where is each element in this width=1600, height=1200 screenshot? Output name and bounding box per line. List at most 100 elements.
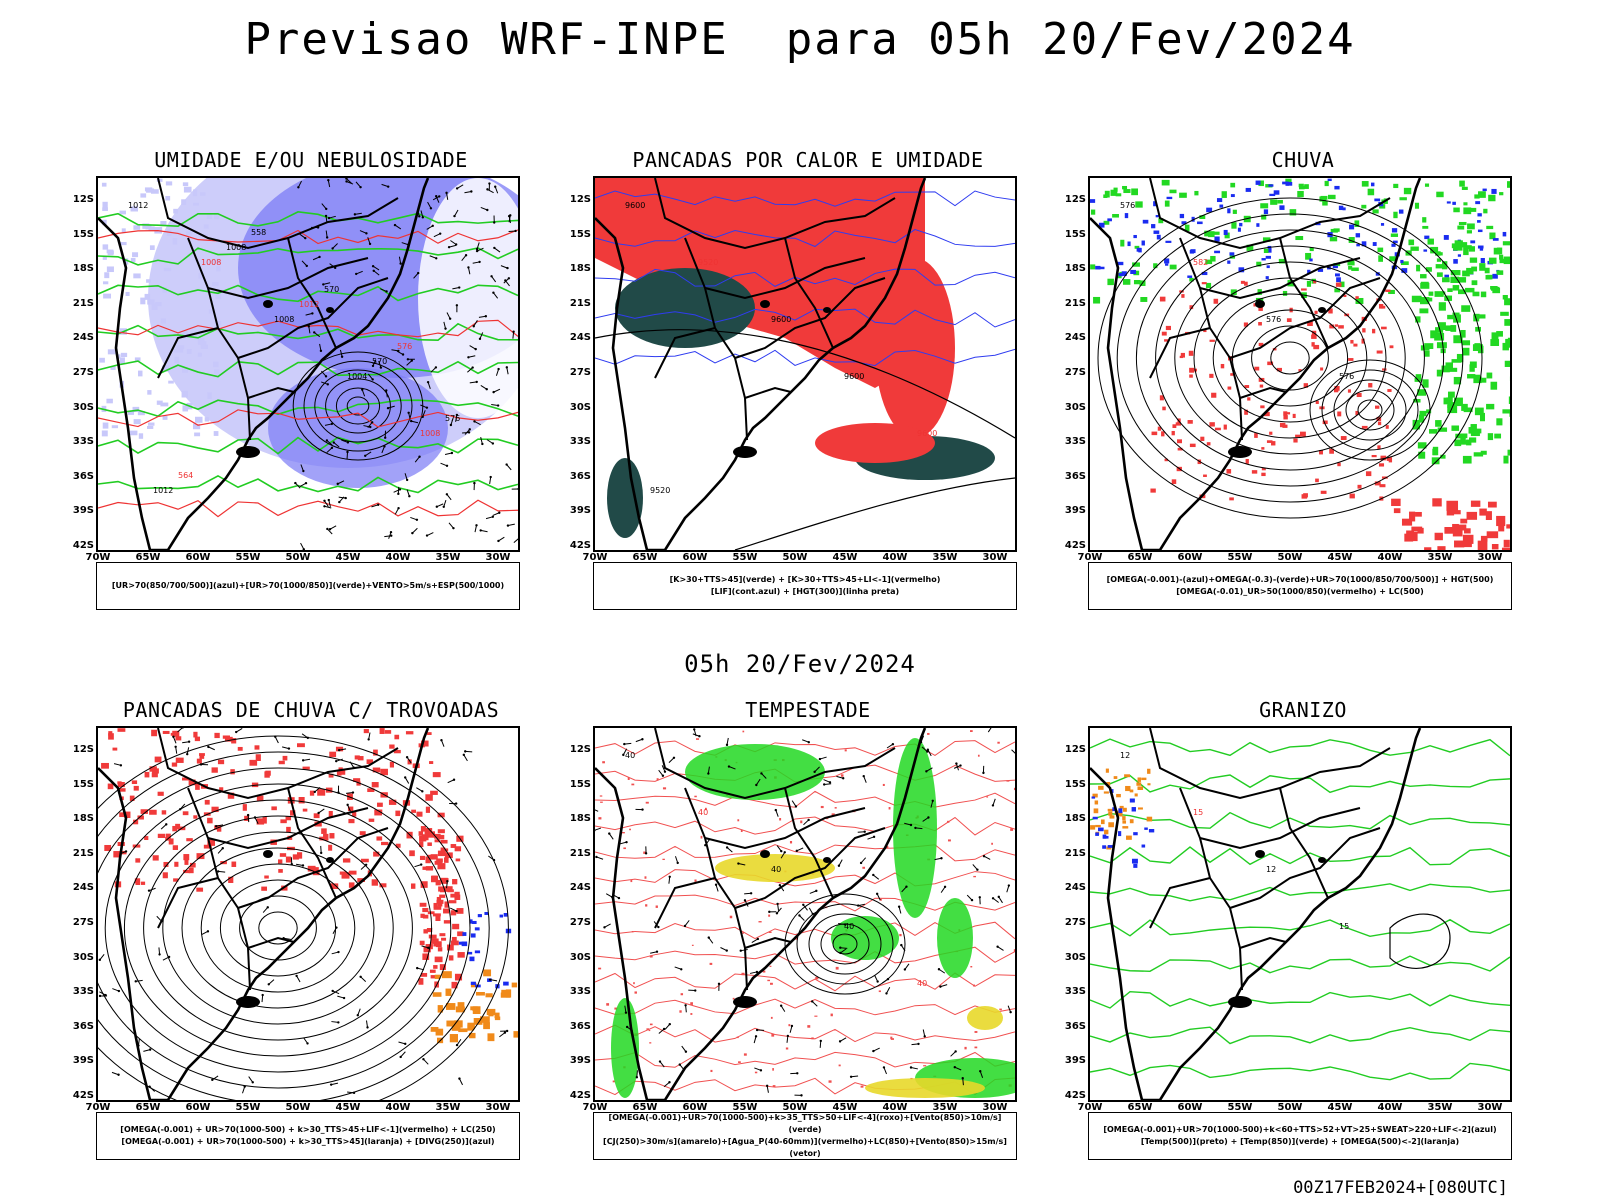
panel-chuva: CHUVA 576 582 576 576 [OMEGA(-0.001)-(azul)… [1065,148,1518,628]
contour-label: 576 [1339,372,1354,381]
map-umidade: 1012 1008 1008 1004 1008 1012 1008 1012 570 576 56… [96,176,520,552]
lon-label: 35W [1427,552,1453,563]
lat-label: 36S [1064,470,1086,482]
contour-label: 582 [1193,258,1208,267]
lon-label: 40W [385,552,411,563]
lon-label: 45W [335,1102,361,1113]
lat-label: 21S [1064,297,1086,309]
lat-label: 12S [1064,194,1086,205]
lon-label: 55W [732,552,758,563]
map-chuva: 576 582 576 576 [1088,176,1512,552]
page-title: Previsao WRF-INPE para 05h 20/Fev/2024 [244,14,1356,65]
lon-label: 60W [682,552,708,563]
map-pancadas-calor: 9600 9520 9600 9600 9600 9520 [593,176,1017,552]
legend-line: [OMEGA(-0.001)-(azul)+OMEGA(-0.3)-(verde… [1106,575,1494,584]
lat-label: 30S [72,951,94,963]
lon-label: 70W [1077,552,1103,563]
lat-label: 42S [569,1090,591,1101]
panel-tempestade: TEMPESTADE 40 40 40 40 40 [OMEGA(-0.001)+UR>… [570,698,1023,1178]
lat-label: 30S [569,951,591,963]
lat-label: 33S [72,986,94,998]
lon-label: 30W [982,1102,1008,1113]
lat-label: 39S [72,1055,94,1067]
contour-label: 1012 [153,486,173,495]
lat-label: 21S [569,847,591,859]
lon-label: 65W [135,1102,161,1113]
legend-line: [Temp(500)](preto) + [Temp(850)](verde) … [1140,1137,1460,1146]
lat-label: 42S [72,1090,94,1101]
lon-label: 50W [285,552,311,563]
lon-label: 50W [1277,552,1303,563]
lon-label: 70W [85,552,111,563]
lat-label: 33S [1064,436,1086,448]
legend-line: [OMEGA(-0.001) + UR>70(1000-500) + k>30_… [120,1125,496,1134]
lon-label: 30W [1477,552,1503,563]
lon-label: 55W [1227,552,1253,563]
lat-label: 39S [72,505,94,517]
forecast-date-label: 05h 20/Fev/2024 [684,650,916,678]
contour-label: 9600 [844,372,864,381]
contour-label: 1008 [201,258,221,267]
lon-label: 70W [1077,1102,1103,1113]
lon-label: 60W [1177,552,1203,563]
lat-label: 42S [72,540,94,551]
lon-label: 40W [1377,552,1403,563]
legend-line: [OMEGA(-0.001)+UR>70(1000-500)+k>35_TTS>… [608,1113,1002,1134]
lon-label: 40W [882,1102,908,1113]
panel-umidade: UMIDADE E/OU NEBULOSIDADE 1012 1008 1008 10… [73,148,526,628]
lon-label: 55W [732,1102,758,1113]
contour-label: 9520 [698,258,718,267]
contour-label: 12 [1120,751,1130,760]
contour-label: 40 [771,865,781,874]
lat-label: 21S [72,297,94,309]
lon-label: 45W [832,1102,858,1113]
lat-label: 18S [1064,813,1086,825]
contour-label: 576 [445,414,460,423]
panel-title: TEMPESTADE [745,698,871,722]
lat-label: 33S [72,436,94,448]
lon-label: 35W [932,552,958,563]
lat-label: 27S [569,367,591,378]
lat-label: 15S [72,228,94,240]
panel-title: GRANIZO [1259,698,1347,722]
contour-label: 40 [844,922,854,931]
legend-line: [K>30+TTS>45](verde) + [K>30+TTS>45+LI<-… [669,575,941,584]
lat-label: 39S [569,1055,591,1067]
contour-label: 570 [324,285,339,294]
legend-granizo: [OMEGA(-0.001)+UR>70(1000-500)+k<60+TTS>… [1088,1112,1512,1160]
lon-label: 45W [1327,552,1353,563]
lat-label: 27S [1064,367,1086,378]
lat-label: 18S [569,813,591,825]
panel-title: UMIDADE E/OU NEBULOSIDADE [154,148,468,172]
lon-label: 35W [435,1102,461,1113]
contour-label: 576 [397,342,412,351]
contour-label: 40 [917,979,927,988]
lon-label: 70W [582,1102,608,1113]
panel-title: PANCADAS POR CALOR E UMIDADE [632,148,984,172]
lon-label: 50W [782,552,808,563]
map-tempestade: 40 40 40 40 40 [593,726,1017,1102]
contour-label: 9600 [771,315,791,324]
lon-label: 30W [485,1102,511,1113]
lon-label: 30W [1477,1102,1503,1113]
legend-line: [UR>70(850/700/500)](azul)+[UR>70(1000/8… [111,581,505,590]
lon-label: 55W [1227,1102,1253,1113]
lat-label: 24S [1064,332,1086,344]
contour-label: 570 [372,357,387,366]
lon-label: 35W [435,552,461,563]
lon-label: 65W [1127,552,1153,563]
panel-title: CHUVA [1271,148,1335,172]
legend-line: [OMEGA(-0.001) + UR>70(1000-500) + k>30_… [121,1137,495,1146]
contour-label: 1012 [128,201,148,210]
legend-tempestade: [OMEGA(-0.001)+UR>70(1000-500)+k>35_TTS>… [593,1112,1017,1160]
lon-label: 30W [485,552,511,563]
contour-label: 40 [698,808,708,817]
contour-label: 1012 [299,300,319,309]
contour-label: 558 [251,228,266,237]
contour-label: 15 [1339,922,1349,931]
run-timestamp: 00Z17FEB2024+[080UTC] [1293,1178,1508,1198]
legend-line: [CJ(250)>30m/s](amarelo)+[Agua_P(40-60mm… [603,1137,1007,1158]
lat-label: 18S [72,263,94,275]
contour-label: 576 [1266,315,1281,324]
map-canvas [98,728,518,1100]
